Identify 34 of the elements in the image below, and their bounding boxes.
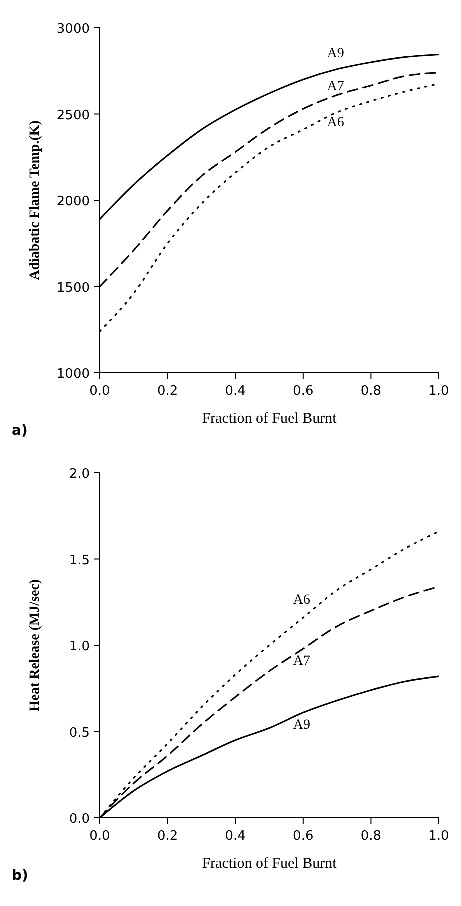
x-tick-label: 0.6 [293, 384, 314, 399]
x-axis-title: Fraction of Fuel Burnt [202, 411, 338, 427]
y-axis-title: Adiabatic Flame Temp.(K) [28, 120, 43, 280]
x-tick-label: 0.4 [225, 384, 246, 399]
x-tick-label: 0.2 [157, 384, 178, 399]
x-tick-label: 0.8 [360, 384, 382, 399]
y-tick-label: 0.5 [69, 726, 90, 741]
text: b) [12, 868, 28, 884]
x-tick-label: 0.0 [90, 829, 110, 844]
text: a) [12, 423, 28, 439]
y-tick-label: 1.5 [69, 553, 90, 568]
y-tick-label: 2.0 [69, 467, 90, 482]
x-tick-label: 0.8 [360, 829, 382, 844]
y-tick-label: 3000 [56, 22, 90, 37]
x-tick-label: 0.0 [90, 384, 110, 399]
series-label: A9 [327, 46, 344, 62]
y-tick-label: 2500 [56, 108, 90, 124]
series-label: A6 [327, 116, 344, 131]
y-tick-label: 1500 [56, 280, 90, 296]
x-tick-label: 0.6 [293, 829, 314, 844]
series-label: A7 [327, 79, 344, 94]
y-axis-title: Heat Release (MJ/sec) [28, 579, 43, 712]
x-tick-label: 1.0 [428, 829, 450, 844]
y-tick-label: 1000 [56, 367, 90, 382]
x-axis-title: Fraction of Fuel Burnt [202, 856, 338, 872]
series-label: A7 [293, 654, 311, 669]
x-tick-label: 1.0 [428, 384, 450, 399]
y-tick-label: 1.0 [69, 640, 90, 654]
series-label: A9 [293, 718, 311, 733]
y-tick-label: 2000 [56, 194, 90, 210]
series-label: A6 [293, 592, 311, 608]
y-tick-label: 0.0 [69, 812, 90, 827]
x-tick-label: 0.2 [157, 829, 178, 844]
x-tick-label: 0.4 [225, 829, 246, 844]
